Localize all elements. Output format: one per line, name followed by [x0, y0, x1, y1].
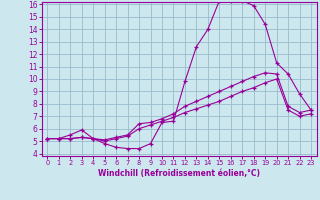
- X-axis label: Windchill (Refroidissement éolien,°C): Windchill (Refroidissement éolien,°C): [98, 169, 260, 178]
